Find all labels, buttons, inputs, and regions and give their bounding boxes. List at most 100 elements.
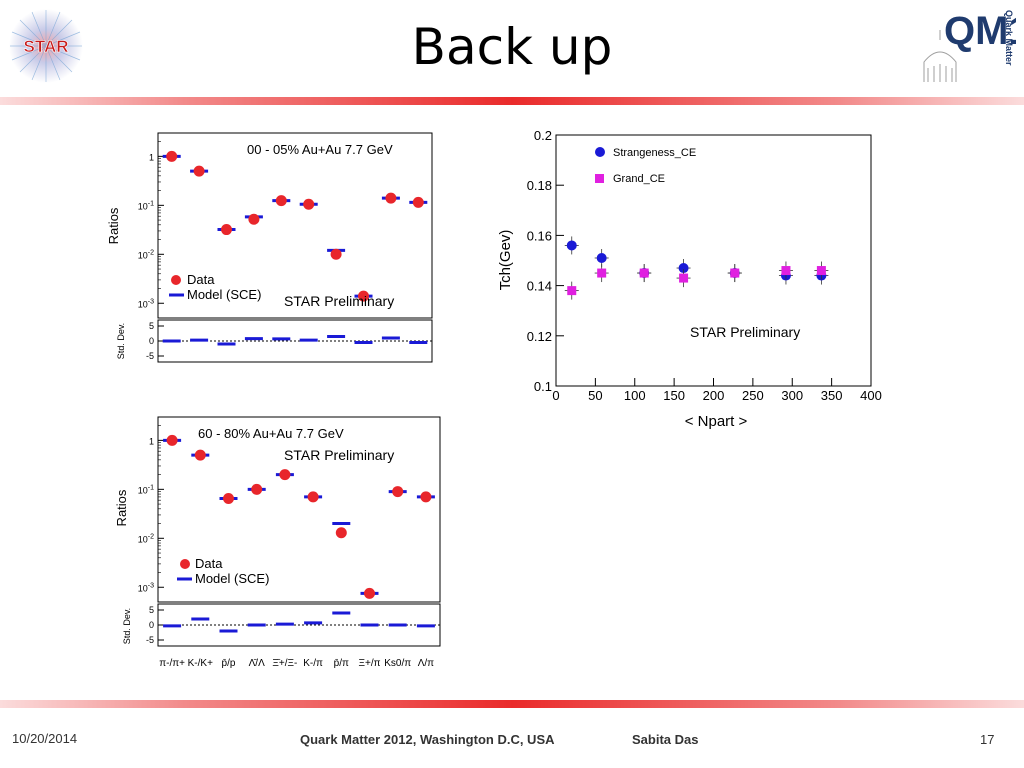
chart3-legend-grand-marker: [595, 174, 604, 183]
chart2-title: 60 - 80% Au+Au 7.7 GeV: [198, 426, 344, 441]
chart1-legend: Data Model (SCE): [169, 272, 261, 302]
chart-central-ratios: 1 10-1 10-2 10-3 5 0 -5 00 - 05% Au+Au 7.7 Ge…: [106, 132, 433, 363]
chart2-data-point: [279, 469, 291, 481]
chart1-annotation: STAR Preliminary: [284, 293, 394, 309]
chart3-ytick-label: 0.12: [527, 329, 552, 344]
chart2-data-point: [364, 587, 375, 599]
star-logo: STAR: [8, 8, 84, 84]
chart1-legend-data-marker: [171, 275, 181, 285]
chart-peripheral-ratios: 1 10-1 10-2 10-3 5 0 -5 60 - 80% Au+Au 7.7 Ge…: [114, 416, 441, 669]
chart1-title: 00 - 05% Au+Au 7.7 GeV: [247, 142, 393, 157]
chart3-legend-grand: Grand_CE: [613, 173, 665, 185]
chart3-xtick-label: 200: [703, 388, 725, 403]
chart1-ytick-label: 10-2: [138, 249, 154, 260]
chart3-legend: Strangeness_CE Grand_CE: [595, 147, 696, 185]
chart2-legend: Data Model (SCE): [177, 556, 269, 586]
chart3-xtick-label: 0: [552, 388, 559, 403]
chart1-data-point: [275, 195, 287, 207]
chart3-grand-point: [639, 268, 649, 278]
chart3-xtick-label: 250: [742, 388, 764, 403]
chart3-legend-strangeness-marker: [595, 147, 605, 157]
qm12-logo: QM12 Quark Matter: [920, 2, 1024, 88]
header-accent-bar: [0, 97, 1024, 105]
chart2-data-point: [223, 492, 234, 504]
footer-page-number: 17: [980, 732, 995, 747]
chart2-xtick-label: Λ/π: [418, 658, 434, 669]
chart2-xtick-label: K-/π: [303, 658, 323, 669]
chart2-res-ytick-label: -5: [146, 635, 154, 645]
chart3-xtick-label: 150: [663, 388, 685, 403]
chart2-data-point: [166, 434, 178, 446]
chart3-grand-point: [567, 286, 577, 296]
chart2-xtick-label: Ξ+/π: [358, 658, 380, 669]
chart3-ylabel: Tch(Gev): [497, 230, 514, 291]
chart3-ytick-label: 0.1: [534, 379, 552, 394]
chart3-strangeness-point: [596, 252, 607, 263]
footer-event: Quark Matter 2012, Washington D.C, USA: [300, 732, 555, 747]
slide-title: Back up: [411, 18, 613, 76]
chart1-res-ytick-label: 5: [149, 321, 154, 331]
chart2-data-point: [420, 491, 432, 503]
chart2-xtick-label: Ξ̄+/Ξ-: [272, 658, 297, 669]
footer-accent-bar: [0, 700, 1024, 708]
chart1-ytick-label: 10-1: [138, 200, 154, 211]
chart1-res-ytick-label: 0: [149, 336, 154, 346]
chart3-xtick-label: 100: [624, 388, 646, 403]
chart2-annotation: STAR Preliminary: [284, 447, 394, 463]
chart3-strangeness-point: [678, 263, 689, 274]
chart1-data-point: [330, 248, 342, 260]
chart2-ytick-label: 10-1: [138, 484, 154, 495]
chart2-legend-data: Data: [195, 556, 223, 571]
chart1-res-ytick-label: -5: [146, 351, 154, 361]
chart2-xtick-label: K-/K+: [188, 658, 213, 669]
chart-tch-vs-npart: 0.1 0.12 0.14 0.16 0.18 0.2 0 50 100 150 200 250 300…: [497, 128, 882, 430]
chart2-legend-data-marker: [180, 559, 190, 569]
chart3-xtick-label: 400: [860, 388, 882, 403]
footer-author: Sabita Das: [632, 732, 699, 747]
chart3-ytick-label: 0.16: [527, 228, 552, 243]
chart3-xtick-label: 50: [588, 388, 602, 403]
chart1-res-ylabel: Std. Dev.: [116, 323, 126, 359]
chart2-ytick-label: 10-2: [138, 533, 154, 544]
chart2-ytick-label: 10-3: [138, 582, 154, 593]
chart3-grand-point: [679, 273, 689, 283]
chart3-xtick-label: 300: [781, 388, 803, 403]
chart1-legend-data: Data: [187, 272, 215, 287]
chart2-xtick-label: π-/π+: [159, 658, 185, 669]
chart1-data-point: [358, 290, 369, 302]
chart1-data-point: [221, 224, 232, 236]
chart1-data-point: [248, 213, 260, 225]
chart2-ylabel: Ratios: [114, 489, 129, 526]
star-logo-text: STAR: [23, 37, 68, 56]
chart3-xtick-label: 350: [821, 388, 843, 403]
chart1-data-point: [303, 198, 315, 210]
chart3-grand-point: [597, 268, 607, 278]
chart3-strangeness-point: [566, 240, 577, 251]
chart1-legend-model: Model (SCE): [187, 287, 261, 302]
chart2-xtick-label: p̄/π: [334, 658, 349, 669]
chart1-data-point: [385, 192, 397, 204]
chart1-ytick-label: 10-3: [138, 298, 154, 309]
chart2-res-ytick-label: 5: [149, 605, 154, 615]
chart3-xlabel: < Npart >: [685, 413, 748, 430]
chart3-grand-point: [730, 268, 740, 278]
chart2-data-point: [251, 483, 263, 495]
qm-side-text: Quark Matter: [1004, 10, 1014, 66]
chart3-ytick-label: 0.2: [534, 128, 552, 143]
chart1-ylabel: Ratios: [106, 207, 121, 244]
chart3-grand-point: [781, 266, 791, 276]
chart2-xtick-label: p̄/p: [222, 658, 236, 669]
chart2-data-point: [307, 491, 319, 503]
chart1-ytick-label: 1: [149, 152, 154, 162]
chart2-data-point: [392, 486, 404, 498]
chart1-data-point: [412, 196, 424, 208]
chart2-xtick-label: Λ̄/Λ: [249, 658, 265, 669]
chart3-ytick-label: 0.14: [527, 279, 552, 294]
chart2-xtick-label: Ks0/π: [384, 658, 411, 669]
chart2-ytick-label: 1: [149, 436, 154, 446]
chart1-data-point: [193, 165, 205, 177]
chart3-ytick-label: 0.18: [527, 178, 552, 193]
chart2-res-ytick-label: 0: [149, 620, 154, 630]
chart2-legend-model: Model (SCE): [195, 571, 269, 586]
chart3-legend-strangeness: Strangeness_CE: [613, 147, 696, 159]
